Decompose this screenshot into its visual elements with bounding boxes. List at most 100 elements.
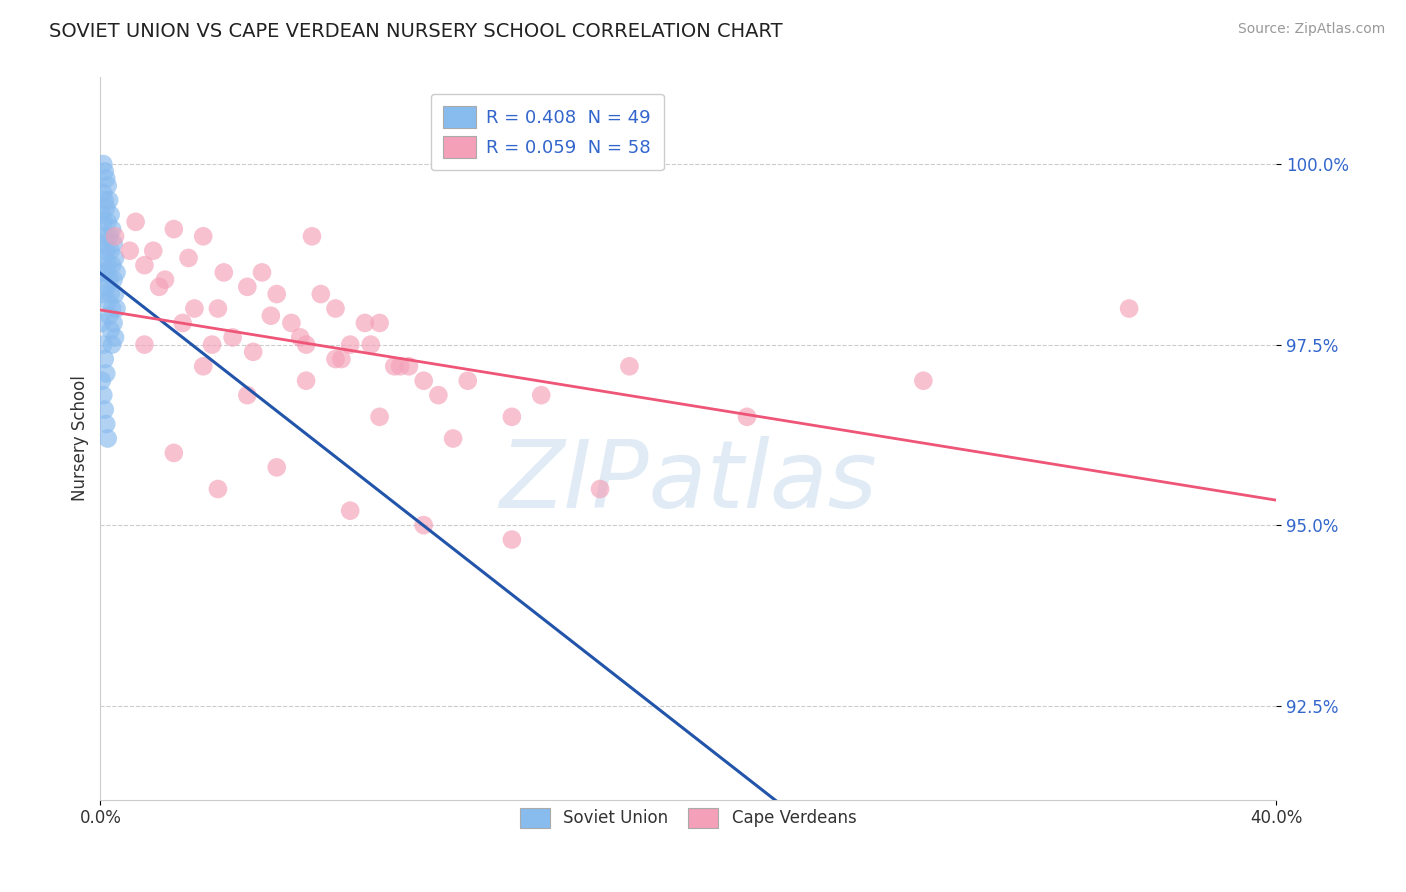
Point (90, 374, 112, 388)
Point (163, 222, 186, 236)
Point (97, 258, 120, 272)
Point (105, 301, 128, 316)
Point (280, 316, 302, 330)
Point (207, 482, 229, 496)
Point (221, 330, 243, 344)
Point (382, 359, 405, 374)
Point (101, 337, 124, 351)
Point (236, 388, 259, 402)
Point (412, 518, 434, 533)
Point (193, 359, 215, 374)
Point (91, 157, 114, 171)
Point (250, 265, 273, 279)
Point (103, 236, 125, 251)
Point (96, 171, 118, 186)
Point (325, 301, 347, 316)
Point (207, 301, 229, 316)
Legend: Soviet Union, Cape Verdeans: Soviet Union, Cape Verdeans (513, 801, 863, 835)
Point (236, 280, 259, 294)
Point (94, 352, 117, 367)
Point (94, 164, 117, 178)
Point (98, 193, 121, 207)
Point (118, 244, 141, 258)
Text: Source: ZipAtlas.com: Source: ZipAtlas.com (1237, 22, 1385, 37)
Point (134, 337, 156, 351)
Point (100, 323, 122, 337)
Point (91, 215, 114, 229)
Point (98, 309, 121, 323)
Point (212, 265, 235, 279)
Point (163, 446, 186, 460)
Point (619, 359, 641, 374)
Point (325, 352, 347, 367)
Point (103, 316, 125, 330)
Point (94, 193, 117, 207)
Point (91, 251, 114, 265)
Point (101, 258, 124, 272)
Point (295, 374, 318, 388)
Point (96, 244, 118, 258)
Text: SOVIET UNION VS CAPE VERDEAN NURSERY SCHOOL CORRELATION CHART: SOVIET UNION VS CAPE VERDEAN NURSERY SCH… (49, 22, 783, 41)
Point (398, 359, 420, 374)
Point (97, 215, 120, 229)
Point (91, 337, 114, 351)
Point (290, 330, 312, 344)
Point (530, 388, 553, 402)
Point (183, 301, 205, 316)
Point (100, 208, 122, 222)
Point (177, 251, 200, 265)
Point (412, 374, 434, 388)
Point (96, 201, 118, 215)
Point (97, 432, 120, 446)
Point (501, 409, 523, 424)
Point (105, 265, 128, 279)
Point (912, 374, 935, 388)
Point (104, 251, 127, 265)
Point (360, 337, 382, 351)
Point (91, 287, 114, 301)
Point (589, 482, 612, 496)
Point (441, 432, 464, 446)
Point (201, 337, 224, 351)
Point (339, 337, 361, 351)
Point (98, 229, 121, 244)
Point (339, 504, 361, 518)
Point (101, 222, 124, 236)
Point (101, 301, 124, 316)
Point (104, 287, 127, 301)
Point (368, 316, 391, 330)
Point (103, 272, 125, 286)
Point (142, 244, 165, 258)
Point (301, 229, 323, 244)
Point (97, 178, 120, 193)
Point (735, 409, 758, 424)
Point (242, 344, 264, 359)
Point (100, 287, 122, 301)
Point (100, 244, 122, 258)
Point (368, 409, 391, 424)
Point (309, 287, 332, 301)
Point (90, 236, 112, 251)
Point (94, 229, 117, 244)
Point (457, 374, 479, 388)
Point (104, 229, 127, 244)
Point (193, 229, 215, 244)
Point (94, 402, 117, 417)
Point (96, 417, 118, 431)
Point (134, 258, 156, 272)
Point (90, 316, 112, 330)
Point (94, 265, 117, 279)
Point (266, 287, 288, 301)
Point (97, 294, 120, 309)
Point (427, 388, 450, 402)
Point (90, 265, 112, 279)
Point (104, 330, 127, 344)
Point (96, 280, 118, 294)
Point (295, 337, 318, 351)
Y-axis label: Nursery School: Nursery School (72, 376, 89, 501)
Point (148, 280, 170, 294)
Point (172, 316, 194, 330)
Point (153, 272, 176, 286)
Point (389, 359, 412, 374)
Point (501, 533, 523, 547)
